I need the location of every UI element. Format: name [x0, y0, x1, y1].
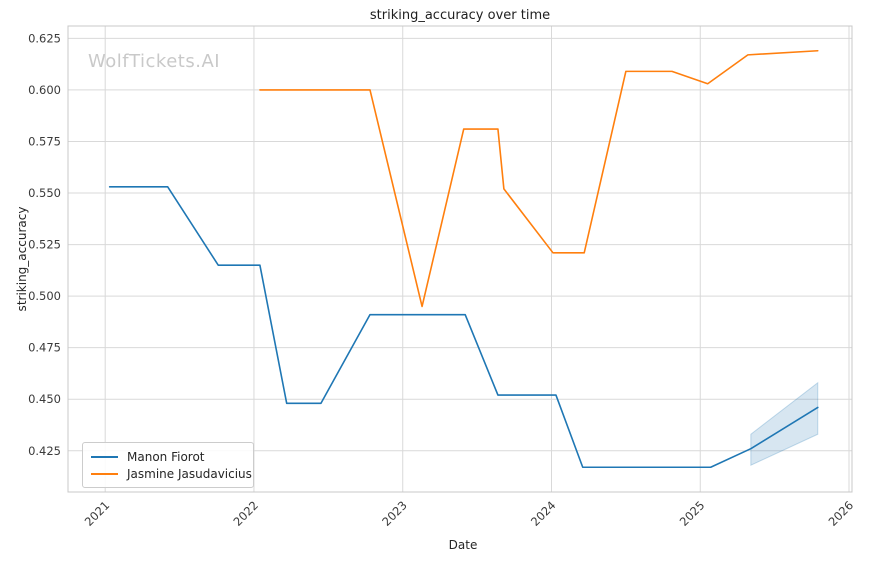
- x-tick-label: 2026: [826, 498, 857, 529]
- y-tick-labels: 0.425 0.450 0.475 0.500 0.525 0.550 0.575 0.600…: [28, 31, 61, 457]
- x-axis-label: Date: [449, 538, 478, 552]
- manon-fiorot-line: [108, 186, 819, 469]
- forecast-band: [750, 381, 819, 466]
- series-lines: [108, 49, 819, 469]
- legend-item-jasmine-jasudavicius: Jasmine Jasudavicius: [91, 465, 252, 482]
- x-tick-label: 2024: [528, 498, 559, 529]
- y-tick-label: 0.500: [28, 289, 61, 303]
- y-tick-label: 0.425: [28, 444, 61, 458]
- y-tick-label: 0.575: [28, 134, 61, 148]
- x-tick-label: 2023: [379, 498, 410, 529]
- y-gridlines: [68, 37, 852, 452]
- chart-title: striking_accuracy over time: [370, 8, 550, 23]
- legend-label: Manon Fiorot: [127, 449, 205, 464]
- y-tick-label: 0.475: [28, 341, 61, 355]
- plot-border: [67, 25, 853, 493]
- legend-label: Jasmine Jasudavicius: [127, 466, 252, 481]
- y-tick-label: 0.600: [28, 83, 61, 97]
- x-tick-label: 2022: [230, 498, 261, 529]
- legend-line-swatch-orange: [91, 472, 118, 475]
- y-axis-label: striking_accuracy: [15, 207, 29, 312]
- x-gridlines: [104, 26, 850, 492]
- y-tick-label: 0.550: [28, 186, 61, 200]
- x-tick-label: 2025: [677, 498, 708, 529]
- legend: Manon Fiorot Jasmine Jasudavicius: [82, 442, 254, 488]
- y-tick-label: 0.625: [28, 31, 61, 45]
- x-tick-labels: 2021 2022 2023 2024 2025 2026: [82, 498, 856, 529]
- jasmine-jasudavicius-line: [259, 49, 819, 308]
- legend-item-manon-fiorot: Manon Fiorot: [91, 448, 244, 465]
- y-tick-label: 0.450: [28, 392, 61, 406]
- y-tick-label: 0.525: [28, 238, 61, 252]
- legend-line-swatch-blue: [91, 455, 118, 458]
- x-tick-label: 2021: [82, 498, 113, 529]
- watermark: WolfTickets.AI: [88, 51, 220, 72]
